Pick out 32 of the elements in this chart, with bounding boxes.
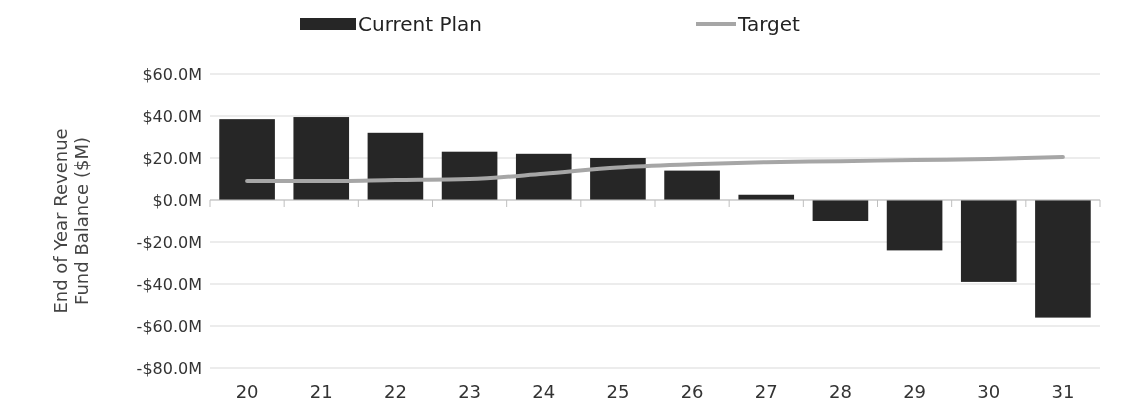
- legend-label: Current Plan: [358, 12, 483, 36]
- y-tick-label: -$80.0M: [136, 358, 202, 378]
- y-axis-title: End of Year Revenue Fund Balance ($M): [49, 128, 93, 314]
- line-series: [245, 154, 1065, 184]
- y-tick-label: $0.0M: [152, 190, 202, 210]
- y-tick-label: $40.0M: [142, 106, 202, 126]
- bar: [886, 200, 943, 251]
- x-tick-label: 26: [680, 381, 704, 402]
- x-tick-label: 22: [383, 381, 407, 402]
- bar: [219, 119, 275, 200]
- y-tick-label: -$40.0M: [136, 274, 202, 294]
- x-tick-label: 25: [606, 381, 630, 402]
- x-tick-label: 27: [754, 381, 778, 402]
- bar: [960, 200, 1017, 282]
- y-tick-label: -$20.0M: [136, 232, 202, 252]
- x-tick-label: 21: [309, 381, 333, 402]
- x-tick-label: 23: [458, 381, 482, 402]
- x-tick-label: 30: [977, 381, 1001, 402]
- x-tick-label: 24: [532, 381, 556, 402]
- x-tick-label: 20: [235, 381, 259, 402]
- bar: [1035, 200, 1091, 318]
- x-tick-label: 29: [903, 381, 927, 402]
- y-tick-label: -$60.0M: [136, 316, 202, 336]
- bar: [812, 200, 869, 221]
- x-tick-label: 28: [828, 381, 852, 402]
- y-tick-label: $20.0M: [142, 148, 202, 168]
- x-tick-label: 31: [1051, 381, 1075, 402]
- bar: [664, 170, 720, 200]
- bar: [293, 117, 350, 200]
- legend-label: Target: [737, 12, 801, 36]
- bar: [367, 132, 424, 200]
- y-tick-label: $60.0M: [142, 64, 202, 84]
